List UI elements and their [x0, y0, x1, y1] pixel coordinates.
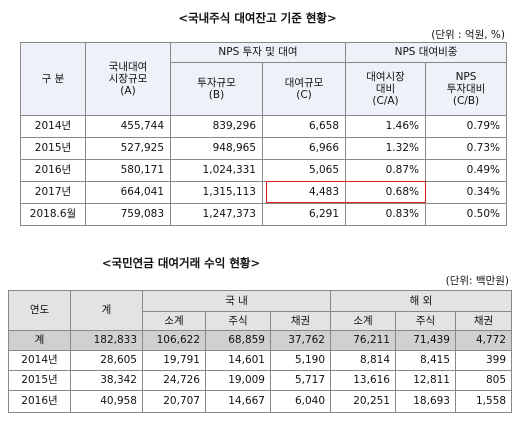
header: 채권 [455, 311, 512, 331]
cell: 580,171 [85, 159, 171, 182]
cell: 24,726 [142, 370, 206, 391]
cell: 5,717 [270, 370, 331, 391]
cell: 1.46% [345, 115, 427, 138]
cell: 18,693 [395, 390, 456, 413]
row: 2014년 28,605 19,791 14,601 5,190 8,814 8,415 39… [8, 350, 512, 371]
cell: 0.73% [425, 137, 508, 160]
cell: 2015년 [8, 370, 71, 391]
cell: 5,190 [270, 350, 331, 371]
cell: 6,966 [261, 137, 347, 160]
cell: 2014년 [8, 350, 71, 371]
cell: 76,211 [330, 330, 396, 351]
cell: 2016년 [8, 390, 71, 413]
cell: 805 [455, 370, 512, 391]
header: NPS 대여비중 [345, 42, 508, 63]
cell: 8,415 [395, 350, 456, 371]
cell: 20,251 [330, 390, 396, 413]
cell: 2015년 [20, 137, 86, 160]
header: NPS 투자 및 대여 [169, 42, 347, 63]
header: 채권 [270, 311, 331, 331]
header: 연도 [8, 290, 71, 331]
cell: 0.87% [345, 159, 427, 182]
header: 구 분 [20, 42, 86, 116]
unit: (단위: 백만원) [445, 275, 509, 287]
cell: 13,616 [330, 370, 396, 391]
cell: 6,658 [261, 115, 347, 138]
cell: 1.32% [345, 137, 427, 160]
header: 투자규모 (B) [170, 62, 263, 116]
cell: 948,965 [170, 137, 263, 160]
cell: 37,762 [270, 330, 331, 351]
cell: 664,041 [85, 181, 171, 204]
cell: 1,247,373 [170, 203, 263, 226]
row: 2018.6월 759,083 1,247,373 6,291 0.83% 0.50% [20, 203, 508, 226]
cell: 399 [455, 350, 512, 371]
cell: 1,558 [455, 390, 512, 413]
header: 소계 [330, 311, 396, 331]
row: 2016년 580,171 1,024,331 5,065 0.87% 0.49% [20, 159, 508, 182]
header: NPS 투자대비 (C/B) [425, 62, 508, 116]
row: 2014년 455,744 839,296 6,658 1.46% 0.79% [20, 115, 508, 138]
cell: 2014년 [20, 115, 86, 138]
cell: 2018.6월 [20, 203, 86, 226]
header: 해 외 [330, 290, 512, 312]
cell: 2017년 [20, 181, 86, 204]
cell: 28,605 [70, 350, 143, 371]
cell: 4,772 [455, 330, 512, 351]
cell: 8,814 [330, 350, 396, 371]
cell: 106,622 [142, 330, 206, 351]
table: 구 분 국내대여 시장규모 (A) NPS 투자 및 대여 NPS 대여비중 투자규모… [20, 42, 508, 226]
cell: 6,291 [261, 203, 347, 226]
cell: 0.49% [425, 159, 508, 182]
cell: 182,833 [70, 330, 143, 351]
unit: (단위 : 억원, %) [431, 29, 505, 41]
cell: 14,601 [205, 350, 271, 371]
cell: 19,009 [205, 370, 271, 391]
cell: 2016년 [20, 159, 86, 182]
cell: 12,811 [395, 370, 456, 391]
header: 소계 [142, 311, 206, 331]
header: 주식 [205, 311, 271, 331]
cell: 38,342 [70, 370, 143, 391]
header: 계 [70, 290, 143, 331]
cell: 1,315,113 [170, 181, 263, 204]
header: 국내대여 시장규모 (A) [85, 42, 171, 116]
cell: 527,925 [85, 137, 171, 160]
cell: 19,791 [142, 350, 206, 371]
cell: 1,024,331 [170, 159, 263, 182]
cell: 5,065 [261, 159, 347, 182]
cell: 759,083 [85, 203, 171, 226]
row: 2016년 40,958 20,707 14,667 6,040 20,251 18,693… [8, 390, 512, 413]
cell: 455,744 [85, 115, 171, 138]
cell: 0.79% [425, 115, 508, 138]
cell: 0.83% [345, 203, 427, 226]
cell: 68,859 [205, 330, 271, 351]
cell: 71,439 [395, 330, 456, 351]
cell: 40,958 [70, 390, 143, 413]
row: 2015년 38,342 24,726 19,009 5,717 13,616 12,811… [8, 370, 512, 391]
header: 주식 [395, 311, 456, 331]
cell: 계 [8, 330, 71, 351]
cell: 839,296 [170, 115, 263, 138]
highlight-box [266, 181, 426, 203]
cell: 0.50% [425, 203, 508, 226]
cell: 20,707 [142, 390, 206, 413]
header: 국 내 [142, 290, 331, 312]
row: 계 182,833 106,622 68,859 37,762 76,211 71,439 4… [8, 330, 512, 351]
title: <국민연금 대여거래 수익 현황> [101, 256, 261, 270]
row: 2017년 664,041 1,315,113 4,483 0.68% 0.34% [20, 181, 508, 204]
cell: 0.34% [425, 181, 508, 204]
cell: 14,667 [205, 390, 271, 413]
row: 2015년 527,925 948,965 6,966 1.32% 0.73% [20, 137, 508, 160]
title: <국내주식 대여잔고 기준 현황> [178, 11, 337, 25]
header: 대여시장 대비 (C/A) [345, 62, 427, 116]
cell: 6,040 [270, 390, 331, 413]
header: 대여규모 (C) [261, 62, 347, 116]
